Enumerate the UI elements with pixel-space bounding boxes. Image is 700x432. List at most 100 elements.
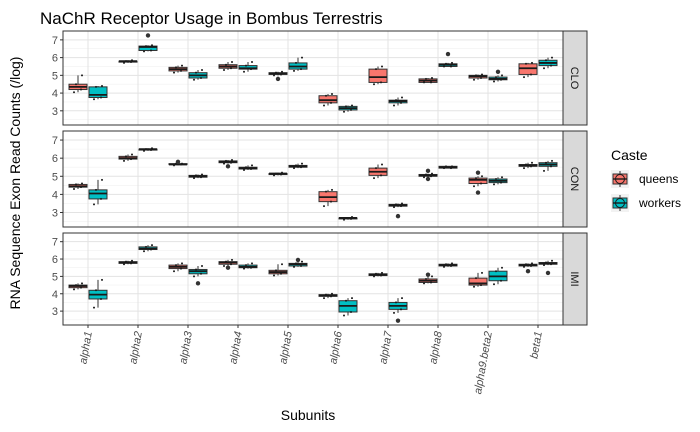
facet-strip <box>562 232 588 326</box>
sample-point <box>550 165 552 168</box>
sample-point <box>243 70 245 73</box>
box-workers-alpha3 <box>188 173 208 180</box>
sample-point <box>81 74 83 77</box>
outlier-point <box>425 168 431 174</box>
box-body <box>88 189 108 200</box>
legend-label: queens <box>639 172 678 186</box>
box-workers-alpha3 <box>188 264 208 286</box>
sample-point <box>200 272 202 275</box>
panel-imi: 3 4 5 6 7 IMI <box>52 232 588 326</box>
sample-point <box>80 88 82 91</box>
sample-point <box>545 261 547 264</box>
box-workers-alpha3 <box>188 69 208 81</box>
box-queens-beta1 <box>518 262 538 274</box>
sample-point <box>173 270 175 273</box>
box-workers-alpha1 <box>88 278 108 309</box>
sample-point <box>293 69 295 72</box>
sample-point <box>450 264 452 267</box>
sample-point <box>100 197 102 200</box>
sample-point <box>345 105 347 108</box>
outlier-point <box>175 159 181 164</box>
sample-point <box>250 168 252 171</box>
y-tick-label: 3 <box>52 208 58 220</box>
sample-point <box>373 275 375 278</box>
outlier-point <box>445 51 451 57</box>
sample-point <box>175 66 177 69</box>
sample-point <box>343 218 345 221</box>
legend-label: workers <box>638 196 681 210</box>
box-queens-alpha5 <box>268 70 288 82</box>
sample-point <box>445 165 447 168</box>
sample-point <box>500 78 502 81</box>
sample-point <box>231 61 233 64</box>
sample-point <box>443 65 445 68</box>
sample-point <box>273 174 275 177</box>
sample-point <box>281 171 283 174</box>
sample-point <box>100 96 102 99</box>
sample-point <box>475 74 477 77</box>
sample-point <box>351 216 353 219</box>
sample-point <box>525 263 527 266</box>
sample-point <box>131 59 133 62</box>
sample-point <box>281 70 283 73</box>
sample-point <box>493 183 495 186</box>
sample-point <box>101 178 103 181</box>
sample-point <box>381 271 383 274</box>
x-tick-label: alpha5 <box>277 330 295 365</box>
sample-point <box>325 94 327 97</box>
y-tick-label: 5 <box>52 70 58 82</box>
outlier-point <box>195 281 201 286</box>
sample-point <box>151 244 153 247</box>
sample-point <box>245 64 247 67</box>
sample-point <box>380 274 382 277</box>
sample-point <box>345 299 347 302</box>
box-body <box>468 177 488 185</box>
sample-point <box>273 274 275 277</box>
sample-point <box>200 176 202 179</box>
box-workers-alpha7 <box>388 96 408 107</box>
sample-point <box>480 182 482 185</box>
sample-point <box>451 61 453 64</box>
sample-point <box>200 77 202 79</box>
sample-point <box>81 282 83 285</box>
sample-point <box>93 203 95 206</box>
sample-point <box>151 44 153 47</box>
y-tick-label: 3 <box>52 106 58 118</box>
sample-point <box>331 92 333 95</box>
y-tick-label: 4 <box>52 88 58 100</box>
sample-point <box>431 77 433 79</box>
outlier-point <box>395 318 401 323</box>
legend-entry-workers: workers <box>611 194 681 212</box>
sample-point <box>80 186 82 189</box>
sample-point <box>531 262 533 265</box>
sample-point <box>81 182 83 185</box>
box-queens-alpha9.beta2 <box>468 73 488 81</box>
sample-point <box>181 262 183 265</box>
y-tick-label: 7 <box>52 35 58 47</box>
sample-point <box>201 173 203 176</box>
y-tick-label: 6 <box>52 53 58 65</box>
x-tick-label: alpha1 <box>77 330 95 365</box>
sample-point <box>150 149 152 152</box>
sample-point <box>173 164 175 167</box>
sample-point <box>293 265 295 268</box>
legend-title: Caste <box>611 147 648 163</box>
sample-point <box>451 165 453 168</box>
y-tick-label: 6 <box>52 254 58 266</box>
box-workers-alpha5 <box>288 56 308 72</box>
box-workers-alpha7 <box>388 202 408 219</box>
box-body <box>368 68 388 83</box>
outlier-point <box>225 265 231 270</box>
sample-point <box>501 176 503 179</box>
sample-point <box>245 264 247 267</box>
sample-point <box>123 263 125 266</box>
box-queens-alpha1 <box>68 74 88 94</box>
sample-point <box>443 167 445 170</box>
sample-point <box>193 177 195 180</box>
box-workers-alpha1 <box>88 84 108 101</box>
sample-point <box>281 263 283 266</box>
sample-point <box>530 73 532 76</box>
outlier-point <box>145 33 151 38</box>
sample-point <box>230 263 232 266</box>
